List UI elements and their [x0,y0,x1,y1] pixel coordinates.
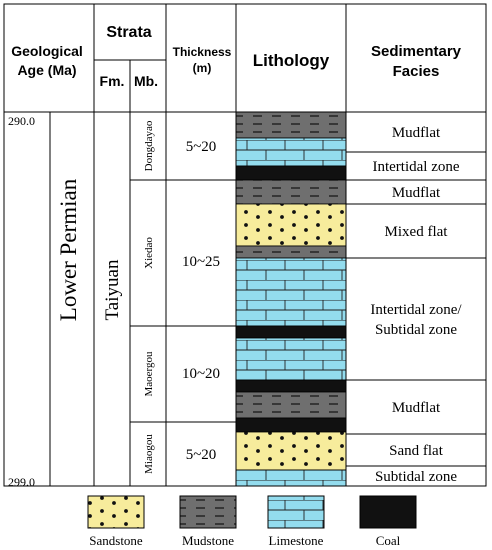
geological-age-header-line1: Geological [11,43,83,59]
thickness-miaogou: 5~20 [186,447,217,463]
facies-label: Subtidal zone [375,469,457,485]
lithology-layer-mudstone [235,179,347,205]
facies-label: Subtidal zone [375,322,457,338]
sedimentary-facies-header-line1: Sedimentary [371,43,462,60]
member-header: Mb. [134,73,158,89]
legend-swatch-coal [359,495,417,529]
lithology-layer-sandstone [235,431,347,471]
formation-label: Taiyuan [102,259,123,320]
lithology-layer-coal [235,379,347,393]
facies-label: Mudflat [392,125,441,141]
member-label-miaogou: Miaogou [143,434,155,474]
sedimentary-facies-header-line2: Facies [393,63,440,80]
table-grid [3,3,487,487]
legend-label-coal: Coal [376,533,401,548]
lithology-layer-coal [235,325,347,339]
lithology-layer-limestone [235,257,347,327]
lithology-layer-mudstone [235,111,347,139]
lithology-layer-coal [235,417,347,433]
facies-label: Mudflat [392,400,441,416]
facies-label: Mudflat [392,185,441,201]
thickness-header-line1: Thickness [173,45,232,59]
lithology-layer-limestone [235,337,347,381]
lithology-layer-mudstone [235,391,347,419]
legend: Sandstone Mudstone Limestone Coal [87,495,417,548]
member-label-maoergou: Maoergou [143,351,155,397]
table-border [3,3,487,487]
strata-header: Strata [106,24,151,41]
lithology-layer-mudstone [235,245,347,259]
lithology-layer-limestone [235,137,347,167]
lithology-layer-sandstone [235,203,347,247]
legend-label-limestone: Limestone [269,533,324,548]
lithology-layer-coal [235,165,347,181]
age-column: 290.0 299.0 Lower Permian [8,114,81,489]
legend-swatch-limestone [267,495,325,529]
legend-swatch-sandstone [87,495,145,529]
facies-label: Intertidal zone/ [370,302,462,318]
lithology-column [235,111,347,487]
legend-swatch-mudstone [179,495,237,529]
age-top: 290.0 [8,114,35,128]
thickness-header-line2: (m) [193,61,212,75]
thickness-dongdayao: 5~20 [186,139,217,155]
lithology-header: Lithology [253,51,330,70]
thickness-column: 5~20 10~25 10~20 5~20 [182,139,220,463]
facies-label: Intertidal zone [372,159,459,175]
series-label: Lower Permian [56,178,81,321]
thickness-xiedao: 10~25 [182,254,220,270]
legend-label-sandstone: Sandstone [89,533,143,548]
facies-label: Mixed flat [385,224,449,240]
facies-label: Sand flat [389,443,444,459]
member-column: Dongdayao Xiedao Maoergou Miaogou [143,120,155,474]
geological-age-header-line2: Age (Ma) [17,62,76,78]
thickness-maoergou: 10~20 [182,366,220,382]
formation-header: Fm. [100,73,125,89]
member-label-xiedao: Xiedao [143,237,155,269]
legend-label-mudstone: Mudstone [182,533,234,548]
facies-column: Mudflat Intertidal zone Mudflat Mixed flat I… [370,125,462,485]
header: Geological Age (Ma) Strata Fm. Mb. Thick… [11,24,461,89]
age-bottom: 299.0 [8,475,35,489]
member-label-dongdayao: Dongdayao [143,120,155,171]
lithology-layer-limestone [235,469,347,487]
